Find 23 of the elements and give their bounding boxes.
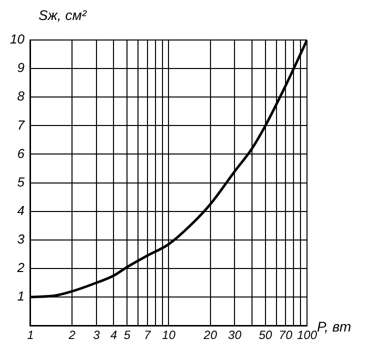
x-axis-title: P, вт (317, 318, 352, 334)
x-tick-label: 5 (124, 328, 131, 342)
x-tick-label: 20 (202, 328, 218, 342)
y-tick-label: 2 (16, 260, 26, 276)
y-tick-label: 8 (17, 88, 26, 104)
x-tick-label: 30 (228, 328, 242, 342)
y-tick-label: 4 (17, 202, 24, 218)
x-tick-label: 4 (110, 328, 118, 342)
x-tick-label: 7 (144, 328, 152, 342)
y-axis-title: Sж, см² (38, 6, 88, 23)
x-tick-label: 10 (162, 328, 176, 342)
x-tick-label: 2 (68, 328, 76, 342)
x-tick-label: 50 (258, 328, 272, 342)
y-tick-label: 3 (17, 232, 26, 247)
y-tick-label: 6 (17, 146, 26, 161)
y-tick-label: 10 (10, 32, 26, 47)
x-tick-label: 100 (296, 328, 318, 342)
x-tick-label: 3 (93, 328, 100, 342)
y-tick-label: 1 (17, 288, 24, 304)
y-tick-label: 7 (17, 117, 26, 132)
y-tick-label: 9 (17, 60, 24, 76)
y-tick-label: 5 (17, 174, 26, 190)
x-tick-label: 70 (278, 328, 293, 342)
